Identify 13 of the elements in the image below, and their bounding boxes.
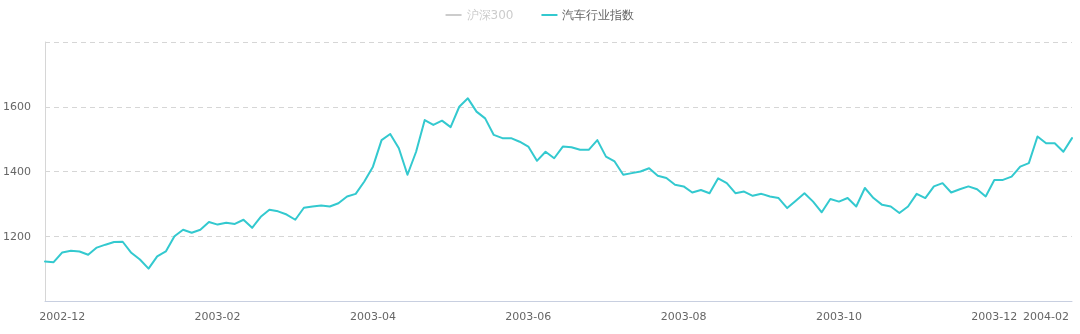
x-tick-label: 2002-12 xyxy=(39,310,86,323)
x-tick-label: 2003-08 xyxy=(660,310,707,323)
legend-label: 汽车行业指数 xyxy=(562,8,635,22)
y-tick-label: 1200 xyxy=(3,229,31,243)
x-tick-label: 2003-06 xyxy=(505,310,552,323)
x-tick-label: 2003-12 xyxy=(971,310,1018,323)
y-tick-label: 1400 xyxy=(3,165,31,178)
x-tick-label: 2003-04 xyxy=(349,310,396,323)
x-tick-label: 2004-02 xyxy=(1023,310,1070,323)
y-tick-label: 1600 xyxy=(3,100,31,114)
line-series xyxy=(44,97,1073,270)
x-tick-label: 2003-02 xyxy=(194,310,241,323)
x-tick-label: 2003-10 xyxy=(816,310,862,323)
